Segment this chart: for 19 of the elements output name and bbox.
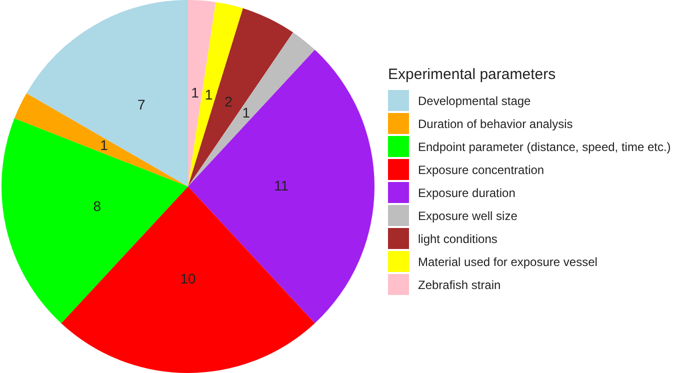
data-label: 1: [191, 84, 200, 100]
data-label: 8: [93, 198, 102, 214]
legend-label: light conditions: [418, 232, 498, 246]
legend-label: Developmental stage: [418, 94, 531, 108]
legend-label: Exposure well size: [418, 208, 518, 222]
data-label: 1: [242, 104, 250, 120]
data-label: 1: [100, 136, 108, 153]
legend-label: Zebrafish strain: [418, 278, 501, 292]
data-label: 7: [137, 96, 146, 113]
data-label: 2: [224, 93, 233, 110]
legend-label: Duration of behavior analysis: [418, 116, 573, 130]
data-label: 1: [204, 86, 213, 102]
legend-label: Exposure concentration: [418, 162, 544, 176]
legend-label: Exposure duration: [418, 186, 516, 200]
legend-label: Endpoint parameter (distance, speed, time etc.): [418, 140, 671, 154]
data-label: 11: [274, 177, 289, 194]
legend-title: Experimental parameters: [388, 66, 557, 83]
data-label: 10: [180, 270, 196, 287]
legend-label: Material used for exposure vessel: [418, 254, 598, 268]
